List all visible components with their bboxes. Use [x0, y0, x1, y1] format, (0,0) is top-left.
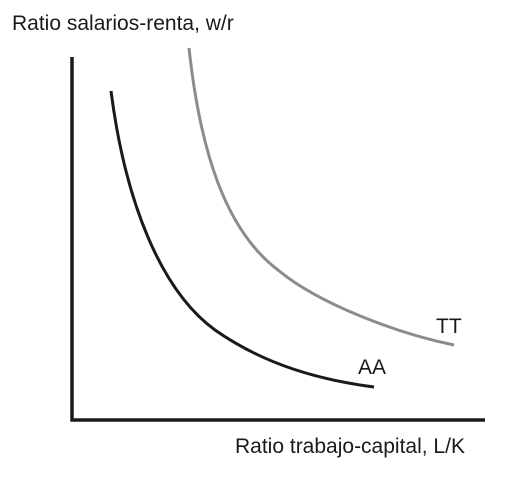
x-axis-title: Ratio trabajo-capital, L/K: [235, 435, 465, 458]
curve-label-tt: TT: [436, 315, 462, 338]
curve-label-aa: AA: [358, 356, 386, 379]
curve-aa: [109, 90, 375, 389]
y-axis-title: Ratio salarios-renta, w/r: [12, 12, 234, 35]
curve-tt: [187, 47, 455, 347]
